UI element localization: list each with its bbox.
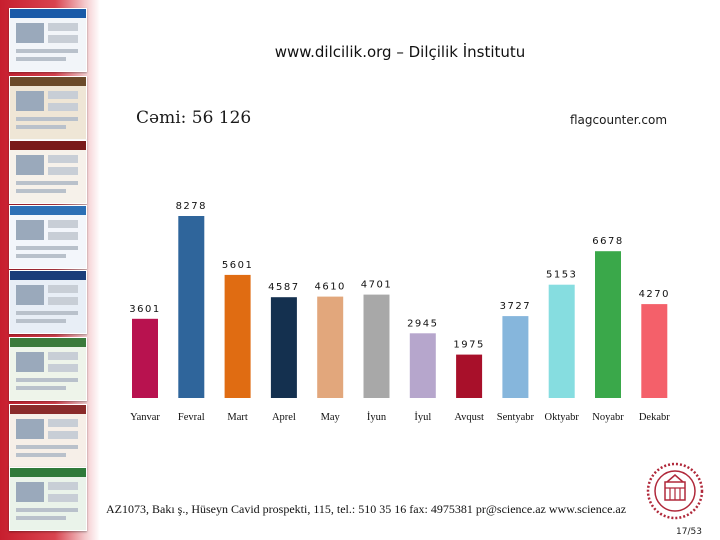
bar-value-label: 4587 xyxy=(268,282,299,293)
thumbnail-content-block xyxy=(48,431,78,439)
bar-4 xyxy=(270,297,297,398)
bar-value-label: 4610 xyxy=(314,282,345,293)
academy-seal-icon xyxy=(646,462,704,520)
bar-11 xyxy=(595,251,621,398)
category-label: Noyabr xyxy=(592,412,624,423)
bar-8 xyxy=(456,354,483,398)
bar-value-label: 5601 xyxy=(222,260,253,271)
bar-value-label: 8278 xyxy=(176,201,207,212)
thumbnail-content-block xyxy=(48,220,78,228)
bar-value-label: 4701 xyxy=(361,280,392,291)
thumbnail-content-block xyxy=(16,23,44,43)
thumbnail-header xyxy=(10,271,86,280)
category-label: Oktyabr xyxy=(544,412,579,423)
thumbnail-content-block xyxy=(16,311,78,315)
thumbnail-content-block xyxy=(16,453,66,457)
category-label: Sentyabr xyxy=(497,412,535,423)
bar-10 xyxy=(548,284,575,398)
screenshot-thumbnail xyxy=(9,140,87,204)
thumbnail-content-block xyxy=(16,57,66,61)
thumbnail-content-block xyxy=(16,378,78,382)
thumbnail-header xyxy=(10,405,86,414)
category-label: Dekabr xyxy=(639,412,670,423)
thumbnail-content-block xyxy=(48,35,78,43)
thumbnail-header xyxy=(10,77,86,86)
screenshot-thumbnail xyxy=(9,337,87,401)
thumbnail-content-block xyxy=(16,482,44,502)
thumbnail-content-block xyxy=(48,419,78,427)
thumbnail-header xyxy=(10,9,86,18)
thumbnail-content-block xyxy=(16,285,44,305)
thumbnail-content-block xyxy=(16,117,78,121)
thumbnail-header xyxy=(10,206,86,215)
thumbnail-content-block xyxy=(48,364,78,372)
thumbnail-content-block xyxy=(48,23,78,31)
thumbnail-content-block xyxy=(16,91,44,111)
bar-value-label: 2945 xyxy=(407,318,438,329)
category-label: İyul xyxy=(414,411,431,423)
bar-7 xyxy=(409,333,436,398)
thumbnail-content-block xyxy=(48,494,78,502)
thumbnail-content-block xyxy=(16,386,66,390)
bar-3 xyxy=(224,274,251,398)
screenshot-thumbnail xyxy=(9,205,87,269)
bar-2 xyxy=(178,216,205,398)
page-title: www.dilcilik.org – Dilçilik İnstitutu xyxy=(274,43,526,61)
thumbnail-content-block xyxy=(16,319,66,323)
thumbnail-content-block xyxy=(16,49,78,53)
thumbnail-header xyxy=(10,141,86,150)
screenshot-thumbnail xyxy=(9,270,87,334)
screenshot-thumbnail xyxy=(9,76,87,140)
bar-value-label: 1975 xyxy=(453,340,484,351)
category-label: Yanvar xyxy=(130,412,160,423)
screenshot-thumbnail xyxy=(9,467,87,531)
category-label: May xyxy=(321,412,341,423)
footer-address: AZ1073, Bakı ş., Hüseyn Cavid prospekti,… xyxy=(106,502,627,516)
bar-9 xyxy=(502,316,529,398)
bar-12 xyxy=(641,304,668,398)
thumbnail-header xyxy=(10,468,86,477)
total-visits-label: Cəmi: 56 126 xyxy=(136,108,252,128)
bar-value-label: 3601 xyxy=(129,304,160,315)
counter-source-label: flagcounter.com xyxy=(570,113,668,127)
bar-value-label: 3727 xyxy=(500,301,531,312)
category-label: Mart xyxy=(227,412,247,423)
thumbnail-content-block xyxy=(16,508,78,512)
thumbnail-content-block xyxy=(16,125,66,129)
thumbnail-content-block xyxy=(16,220,44,240)
thumbnail-content-block xyxy=(16,352,44,372)
thumbnail-content-block xyxy=(48,297,78,305)
thumbnail-content-block xyxy=(16,181,78,185)
category-label: Fevral xyxy=(178,412,205,423)
thumbnail-content-block xyxy=(48,155,78,163)
thumbnail-content-block xyxy=(48,167,78,175)
thumbnail-content-block xyxy=(48,103,78,111)
thumbnail-content-block xyxy=(16,445,78,449)
category-label: Avqust xyxy=(454,412,484,423)
bar-value-label: 4270 xyxy=(639,289,670,300)
thumbnail-content-block xyxy=(48,285,78,293)
thumbnail-content-block xyxy=(16,189,66,193)
bar-value-label: 5153 xyxy=(546,270,577,281)
thumbnail-content-block xyxy=(48,232,78,240)
bar-5 xyxy=(317,296,344,398)
screenshot-thumbnail xyxy=(9,8,87,72)
thumbnail-content-block xyxy=(48,482,78,490)
thumbnail-content-block xyxy=(48,91,78,99)
thumbnail-content-block xyxy=(16,419,44,439)
bar-6 xyxy=(363,294,390,398)
screenshot-thumbnail xyxy=(9,404,87,468)
thumbnail-content-block xyxy=(16,254,66,258)
category-label: İyun xyxy=(367,411,387,423)
thumbnail-content-block xyxy=(16,516,66,520)
thumbnail-content-block xyxy=(48,352,78,360)
bar-value-label: 6678 xyxy=(592,236,623,247)
thumbnail-content-block xyxy=(16,246,78,250)
thumbnail-content-block xyxy=(16,155,44,175)
category-label: Aprel xyxy=(272,412,296,423)
bar-1 xyxy=(132,318,158,398)
thumbnail-header xyxy=(10,338,86,347)
page-number: 17/53 xyxy=(676,527,702,537)
